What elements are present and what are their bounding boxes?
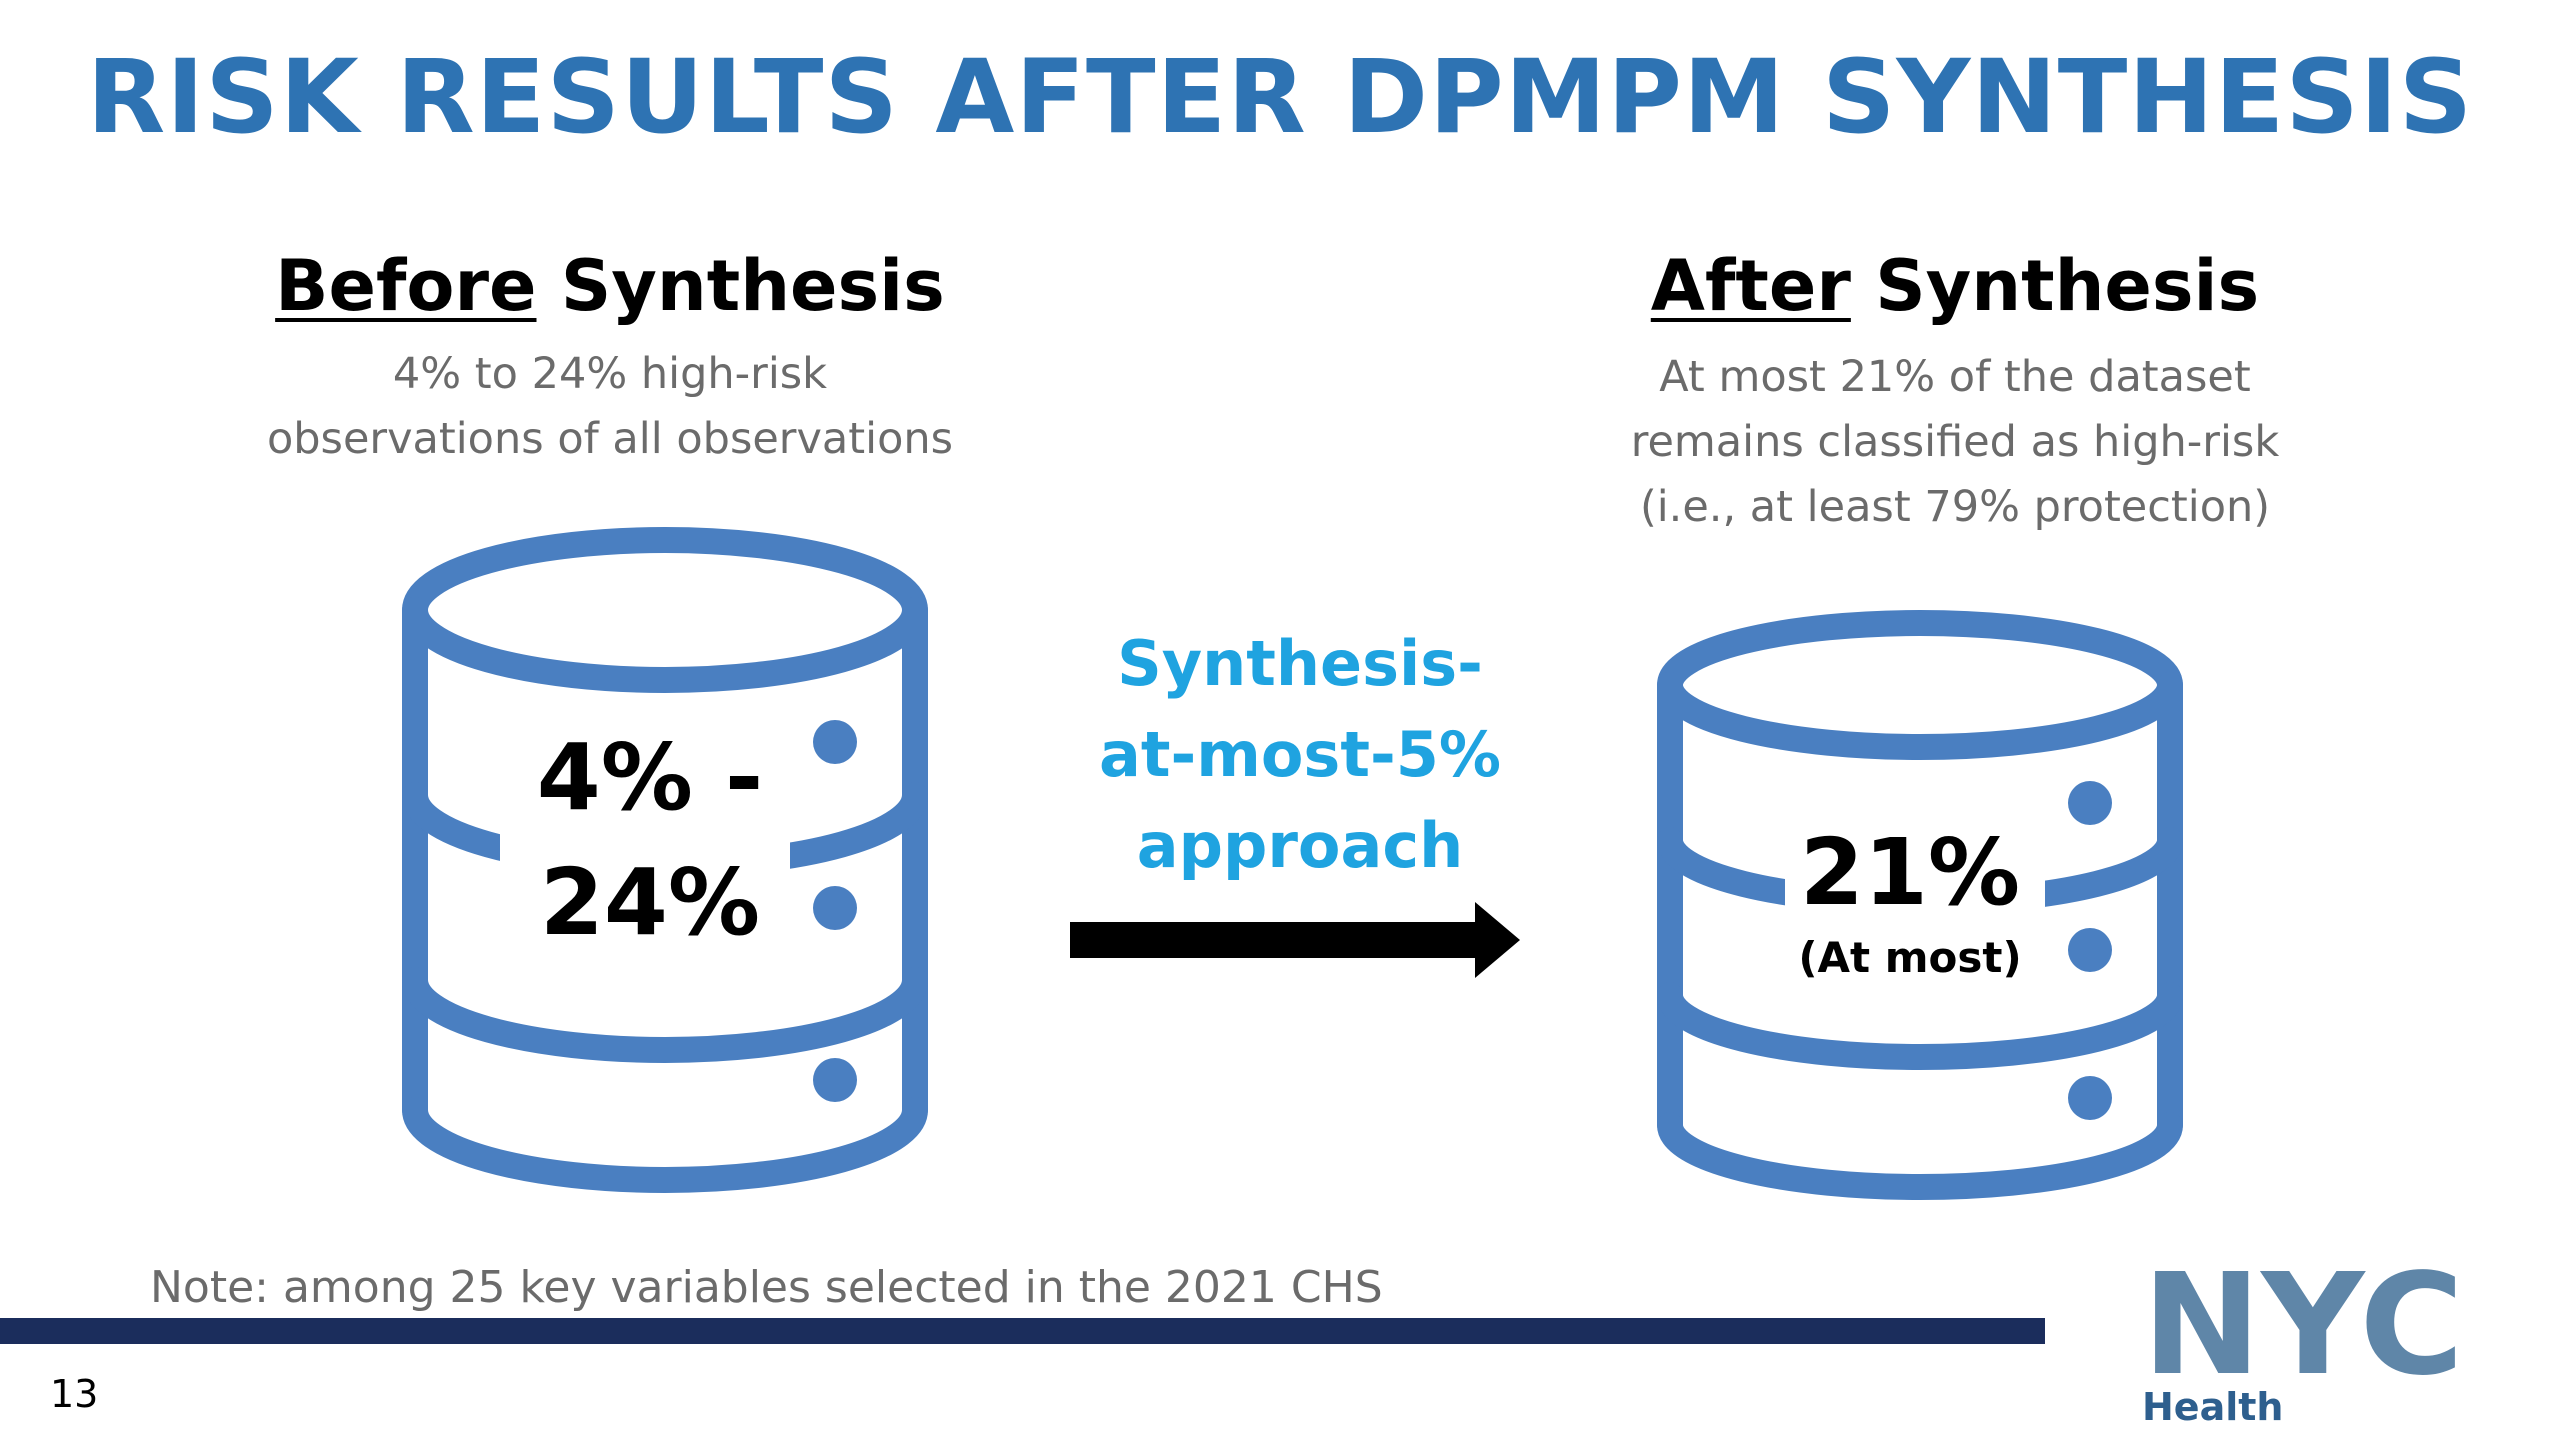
after-value-note: (At most) [1798,933,2022,982]
after-desc-line2: remains classified as high-risk [1630,417,2280,467]
before-description: 4% to 24% high-risk observations of all … [160,342,1060,472]
after-value-main: 21% [1799,819,2021,926]
before-value-line2: 24% [539,849,761,956]
page-number: 13 [50,1372,99,1416]
approach-label: Synthesis- at-most-5% approach [1080,618,1520,891]
before-value-line1: 4% - [536,724,764,831]
before-value: 4% - 24% [500,715,800,965]
before-desc-line1: 4% to 24% high-risk [392,349,828,399]
footnote: Note: among 25 key variables selected in… [150,1262,1383,1313]
logo-subtext: Health [2142,1385,2283,1425]
before-database-icon [402,527,928,1193]
after-value: 21% (At most) [1760,818,2060,988]
after-desc-line1: At most 21% of the dataset [1659,352,2251,402]
approach-line1: Synthesis- [1117,627,1483,700]
before-heading: Before Synthesis [160,245,1060,327]
right-arrow-icon [1070,902,1520,978]
after-heading-underlined: After [1650,245,1851,327]
before-heading-rest: Synthesis [536,245,945,327]
after-heading-rest: Synthesis [1850,245,2260,327]
approach-line2: at-most-5% [1099,718,1501,791]
page-title: RISK RESULTS AFTER DPMPM SYNTHESIS [86,38,2474,157]
after-description: At most 21% of the dataset remains class… [1505,345,2405,540]
after-heading: After Synthesis [1505,245,2405,327]
before-heading-underlined: Before [275,245,537,327]
footer-bar [0,1318,2045,1344]
approach-line3: approach [1136,809,1464,882]
nyc-health-logo: NYC Health [2142,1255,2464,1425]
logo-text: NYC [2142,1255,2464,1407]
after-desc-line3: (i.e., at least 79% protection) [1639,482,2271,532]
after-database-icon [1657,610,2183,1200]
before-desc-line2: observations of all observations [266,414,954,464]
